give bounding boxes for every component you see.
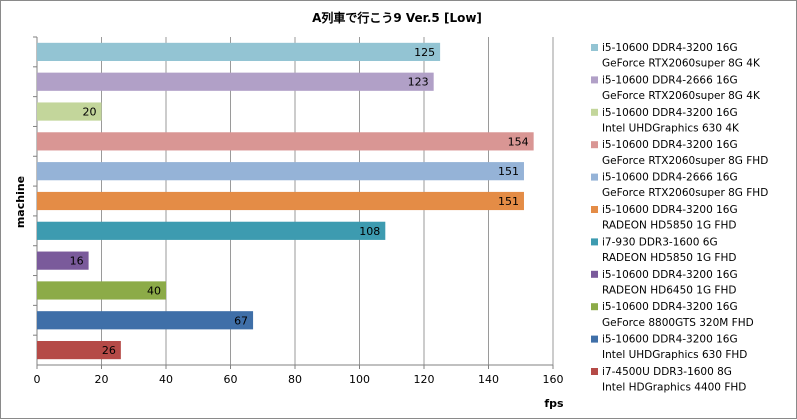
legend-label: i5-10600 DDR4-2666 16G [602,172,738,184]
legend-swatch [591,270,598,278]
legend-label: i5-10600 DDR4-3200 16G [602,301,738,313]
bar-value-label: 125 [414,46,435,59]
bar-value-label: 154 [508,135,529,148]
legend-swatch [591,108,598,116]
bar [37,162,524,181]
bar [37,340,121,360]
bar-value-label: 20 [83,106,97,119]
x-tick-label: 40 [159,373,173,386]
legend-swatch [591,238,598,246]
legend-swatch [591,335,598,343]
legend-label: i5-10600 DDR4-3200 16G [602,334,738,346]
legend-label: i5-10600 DDR4-2666 16G [602,74,738,86]
legend-label: Intel HDGraphics 4400 FHD [602,382,746,394]
legend-label: i5-10600 DDR4-3200 16G [602,107,738,119]
legend-label: GeForce RTX2060super 8G 4K [602,90,761,102]
x-tick-label: 0 [34,373,41,386]
legend-label: GeForce 8800GTS 320M FHD [602,317,754,329]
legend: i5-10600 DDR4-3200 16G GeForce RTX2060sup… [591,42,768,394]
chart-title: A列車で行こう9 Ver.5 [Low] [312,10,482,25]
legend-swatch [591,76,598,84]
legend-label: GeForce RTX2060super 8G FHD [602,155,768,167]
bar [37,72,434,91]
legend-swatch [591,44,598,51]
x-axis-label: fps [544,397,564,410]
bar [37,102,102,121]
legend-label: i5-10600 DDR4-3200 16G [602,42,738,54]
legend-label: GeForce RTX2060super 8G FHD [602,187,768,199]
bar-value-label: 123 [408,76,429,89]
x-tick-label: 20 [95,373,109,386]
legend-swatch [591,303,598,311]
x-tick-label: 120 [414,373,435,386]
bar [37,251,89,270]
bar [37,132,534,151]
legend-label: i5-10600 DDR4-3200 16G [602,139,738,151]
legend-label: RADEON HD6450 1G FHD [602,284,736,296]
legend-swatch [591,173,598,181]
bar-value-label: 40 [147,284,161,297]
bar-value-label: 151 [498,195,519,208]
bar-value-label: 67 [234,314,248,327]
legend-label: Intel UHDGraphics 630 4K [602,122,740,134]
x-tick-label: 100 [349,373,370,386]
legend-swatch [591,141,598,149]
bar-value-label: 108 [359,225,380,238]
legend-label: i5-10600 DDR4-3200 16G [602,204,738,216]
bar-value-label: 16 [70,255,84,268]
legend-label: i7-4500U DDR3-1600 8G [602,366,732,378]
x-tick-label: 60 [224,373,238,386]
bar [37,42,441,62]
legend-label: RADEON HD5850 1G FHD [602,220,736,232]
bar-value-label: 26 [102,344,116,357]
bar [37,311,254,330]
legend-label: GeForce RTX2060super 8G 4K [602,58,761,70]
legend-label: i7-930 DDR3-1600 6G [602,236,718,248]
x-tick-label: 140 [478,373,499,386]
x-tick-label: 80 [288,373,302,386]
bar-value-label: 151 [498,165,519,178]
legend-label: Intel UHDGraphics 630 FHD [602,349,747,361]
bar [37,191,524,211]
legend-swatch [591,206,598,213]
bar [37,221,386,240]
legend-label: RADEON HD5850 1G FHD [602,252,736,264]
plot-area: 0 20 40 60 80 100 120 140 160 125 123 20 154 151 151 10… [33,36,564,386]
legend-swatch [591,368,598,375]
y-axis-label: machine [14,176,27,228]
bar [37,281,166,300]
legend-label: i5-10600 DDR4-3200 16G [602,269,738,281]
x-tick-label: 160 [543,373,564,386]
